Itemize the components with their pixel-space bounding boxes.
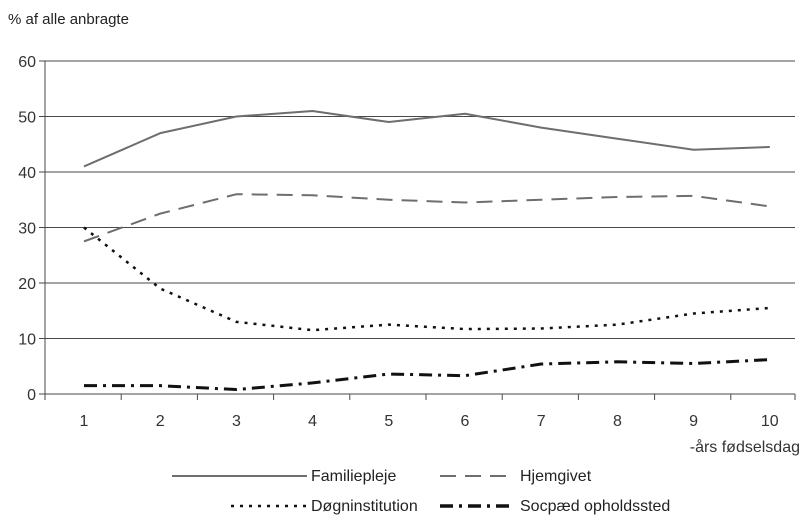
y-tick-label: 20 <box>18 276 36 293</box>
y-tick-label: 50 <box>18 110 36 127</box>
series-lines <box>83 109 770 392</box>
series-line-1 <box>83 193 770 243</box>
x-tick-label: 9 <box>689 413 698 430</box>
y-tick-label: 40 <box>18 165 36 182</box>
series-line-0 <box>83 109 770 168</box>
series-line-2 <box>83 226 770 332</box>
gridlines <box>45 60 795 339</box>
x-tick-labels: 1 2 3 4 5 6 7 8 9 10 <box>80 413 779 430</box>
y-tick-label: 10 <box>18 332 36 349</box>
legend: Familiepleje Hjemgivet Døgninstitution Socp… <box>172 468 670 515</box>
y-tick-label: 30 <box>18 221 36 238</box>
legend-label: Hjemgivet <box>520 468 592 485</box>
x-tick-label: 6 <box>461 413 470 430</box>
x-tick-label: 7 <box>537 413 546 430</box>
y-axis-label: % af alle anbragte <box>8 11 129 28</box>
series-line-3 <box>84 358 770 392</box>
x-tick-label: 4 <box>308 413 317 430</box>
x-tick-label: 1 <box>80 413 89 430</box>
x-axis-unit-label: -års fødselsdag <box>690 438 800 456</box>
x-tick-label: 5 <box>384 413 393 430</box>
x-tick-label: 2 <box>156 413 165 430</box>
legend-label: Familiepleje <box>311 468 396 485</box>
y-tick-labels: 0 10 20 30 40 50 60 <box>18 54 36 404</box>
y-tick-label: 0 <box>27 387 36 404</box>
x-tick-label: 8 <box>613 413 622 430</box>
legend-label: Socpæd opholdssted <box>520 498 670 515</box>
legend-label: Døgninstitution <box>311 498 418 515</box>
x-tick-label: 10 <box>761 413 779 430</box>
x-tick-label: 3 <box>232 413 241 430</box>
y-tick-label: 60 <box>18 54 36 71</box>
axes <box>39 60 796 400</box>
